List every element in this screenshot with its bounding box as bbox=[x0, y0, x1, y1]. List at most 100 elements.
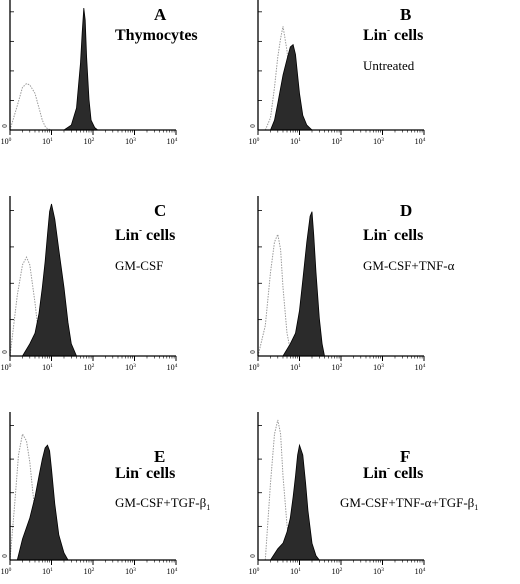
x-tick-base: 10 bbox=[249, 567, 257, 576]
y-tick-label: 0 bbox=[1, 124, 9, 128]
x-tick-exponent: 1 bbox=[298, 567, 301, 573]
condition-main: GM-CSF+TGF-β bbox=[115, 495, 207, 510]
x-tick-label: 101 bbox=[42, 137, 53, 146]
panel-condition: GM-CSF+TNF-α bbox=[363, 258, 455, 273]
x-tick-exponent: 1 bbox=[50, 567, 53, 573]
title-superscript: - bbox=[139, 225, 142, 235]
x-tick-label: 100 bbox=[249, 567, 260, 576]
x-tick-label: 102 bbox=[84, 137, 95, 146]
x-tick-exponent: 0 bbox=[9, 363, 12, 369]
condition-main: GM-CSF+TNF-α bbox=[363, 258, 455, 273]
title-main: Lin bbox=[363, 465, 387, 482]
x-tick-base: 10 bbox=[84, 567, 92, 576]
x-tick-base: 10 bbox=[373, 137, 381, 146]
x-tick-exponent: 4 bbox=[175, 137, 178, 143]
x-tick-label: 103 bbox=[373, 363, 384, 372]
x-tick-label: 102 bbox=[332, 363, 343, 372]
x-tick-base: 10 bbox=[125, 363, 133, 372]
condition-subscript: 1 bbox=[206, 503, 210, 512]
panel-title: Lin- cells bbox=[363, 25, 423, 44]
title-main: Lin bbox=[363, 227, 387, 244]
x-tick-label: 100 bbox=[1, 363, 12, 372]
histogram-control-a bbox=[9, 83, 52, 131]
x-tick-base: 10 bbox=[125, 567, 133, 576]
x-tick-exponent: 2 bbox=[340, 137, 343, 143]
x-tick-label: 104 bbox=[167, 567, 178, 576]
panel-letter: B bbox=[400, 5, 411, 24]
x-tick-label: 103 bbox=[125, 567, 136, 576]
condition-main: GM-CSF bbox=[115, 258, 163, 273]
x-tick-base: 10 bbox=[1, 363, 9, 372]
panel-title: Thymocytes bbox=[115, 27, 198, 44]
x-tick-label: 102 bbox=[84, 567, 95, 576]
title-superscript: - bbox=[387, 25, 390, 35]
x-tick-base: 10 bbox=[167, 137, 175, 146]
x-tick-label: 101 bbox=[42, 363, 53, 372]
histogram-treated-b bbox=[269, 43, 314, 131]
title-superscript: - bbox=[139, 463, 142, 473]
x-tick-exponent: 2 bbox=[340, 567, 343, 573]
x-tick-exponent: 3 bbox=[381, 363, 384, 369]
histogram-treated-c bbox=[21, 203, 78, 357]
panel-condition: GM-CSF+TNF-α+TGF-β1 bbox=[340, 495, 478, 512]
panel-letter: D bbox=[400, 201, 412, 220]
x-tick-base: 10 bbox=[249, 363, 257, 372]
title-superscript: - bbox=[387, 463, 390, 473]
x-tick-base: 10 bbox=[332, 363, 340, 372]
x-tick-label: 103 bbox=[373, 137, 384, 146]
x-tick-exponent: 1 bbox=[298, 137, 301, 143]
panel-letter: F bbox=[400, 447, 410, 466]
histogram-control-c bbox=[9, 256, 49, 357]
x-tick-exponent: 1 bbox=[298, 363, 301, 369]
x-tick-base: 10 bbox=[1, 567, 9, 576]
x-tick-exponent: 0 bbox=[257, 137, 260, 143]
x-tick-exponent: 3 bbox=[381, 567, 384, 573]
x-tick-label: 101 bbox=[290, 567, 301, 576]
x-tick-base: 10 bbox=[84, 137, 92, 146]
panel-condition: GM-CSF bbox=[115, 258, 163, 273]
x-tick-exponent: 4 bbox=[423, 137, 426, 143]
x-tick-base: 10 bbox=[84, 363, 92, 372]
x-tick-exponent: 3 bbox=[133, 363, 136, 369]
x-tick-exponent: 0 bbox=[257, 567, 260, 573]
panel-letter: A bbox=[154, 5, 167, 24]
x-tick-label: 100 bbox=[1, 137, 12, 146]
x-tick-exponent: 2 bbox=[92, 137, 95, 143]
panel-letter: C bbox=[154, 201, 166, 220]
x-tick-label: 104 bbox=[415, 137, 426, 146]
panel-letter: E bbox=[154, 447, 165, 466]
x-tick-base: 10 bbox=[42, 363, 50, 372]
x-tick-exponent: 3 bbox=[381, 137, 384, 143]
x-tick-exponent: 4 bbox=[423, 363, 426, 369]
x-tick-label: 100 bbox=[249, 363, 260, 372]
x-tick-base: 10 bbox=[415, 363, 423, 372]
x-tick-label: 103 bbox=[373, 567, 384, 576]
x-tick-exponent: 1 bbox=[50, 137, 53, 143]
x-tick-exponent: 0 bbox=[9, 567, 12, 573]
y-tick-label: 0 bbox=[1, 350, 9, 354]
x-tick-label: 100 bbox=[1, 567, 12, 576]
x-tick-exponent: 0 bbox=[257, 363, 260, 369]
x-tick-exponent: 0 bbox=[9, 137, 12, 143]
x-tick-exponent: 2 bbox=[92, 567, 95, 573]
x-tick-label: 103 bbox=[125, 137, 136, 146]
panel-title: Lin- cells bbox=[115, 225, 175, 244]
x-tick-base: 10 bbox=[42, 567, 50, 576]
x-tick-label: 101 bbox=[290, 137, 301, 146]
x-tick-exponent: 4 bbox=[175, 363, 178, 369]
panel-title: Lin- cells bbox=[363, 225, 423, 244]
x-tick-base: 10 bbox=[290, 567, 298, 576]
title-tail: cells bbox=[142, 227, 175, 244]
title-main: Thymocytes bbox=[115, 27, 198, 44]
x-tick-base: 10 bbox=[332, 567, 340, 576]
x-tick-base: 10 bbox=[332, 137, 340, 146]
y-tick-label: 0 bbox=[249, 350, 257, 354]
x-tick-exponent: 2 bbox=[92, 363, 95, 369]
